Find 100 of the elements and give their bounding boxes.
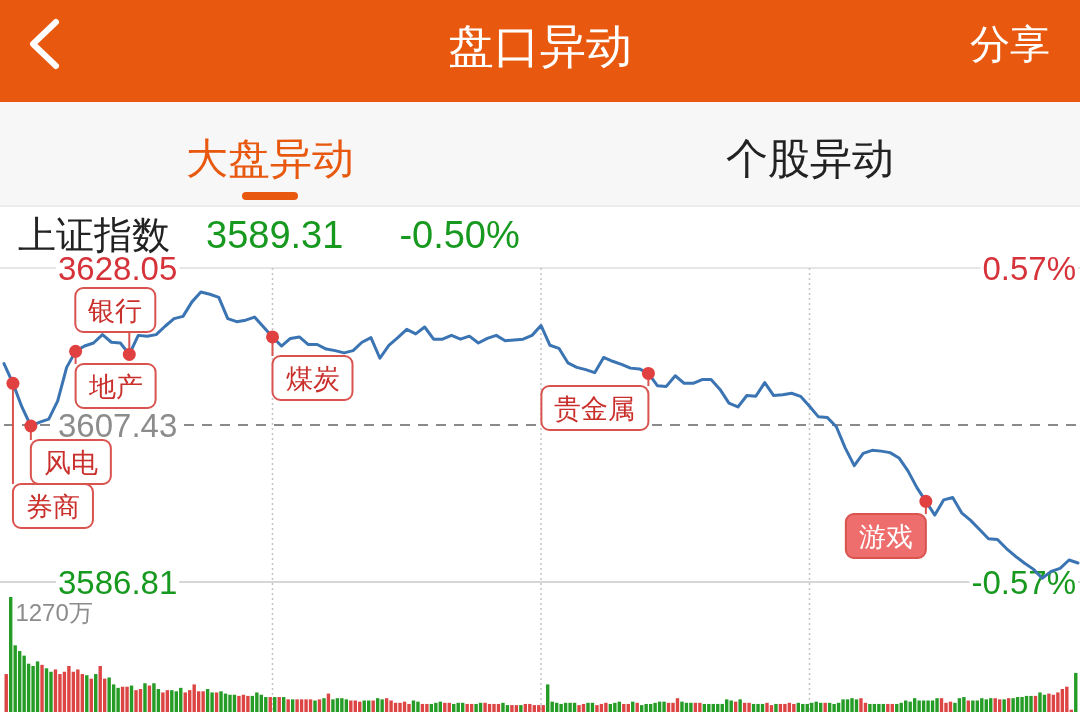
bar <box>577 705 581 712</box>
bar <box>483 702 487 712</box>
bar <box>317 699 322 712</box>
data-label: 券商 <box>25 492 80 522</box>
bar <box>1029 695 1033 712</box>
bar <box>1038 692 1042 712</box>
bar <box>192 684 196 712</box>
bar <box>756 703 760 712</box>
bar <box>944 702 948 712</box>
bar <box>738 699 742 712</box>
bar <box>765 702 769 712</box>
bar <box>729 700 733 712</box>
bar <box>161 692 165 712</box>
bar <box>653 702 657 712</box>
bar <box>331 699 335 712</box>
bar <box>465 703 469 712</box>
bar <box>134 690 138 712</box>
bar <box>492 703 496 712</box>
bar <box>1047 693 1051 712</box>
data-label: 煤炭 <box>285 364 340 394</box>
point <box>69 344 83 358</box>
bar <box>859 698 863 712</box>
y-tick-label: 3586.81 <box>58 563 178 601</box>
bar <box>537 705 541 712</box>
bar <box>214 692 219 712</box>
bar <box>823 702 827 712</box>
bar <box>299 699 304 712</box>
bar <box>707 703 711 712</box>
bar <box>639 705 644 712</box>
bar <box>340 698 344 712</box>
bar <box>425 703 429 712</box>
bar <box>886 703 890 712</box>
bar <box>389 700 393 712</box>
bar <box>568 702 572 712</box>
bar <box>295 699 299 712</box>
bar <box>237 695 241 712</box>
bar <box>586 702 590 712</box>
bar <box>116 687 120 712</box>
bar <box>917 700 921 712</box>
bar <box>398 702 402 712</box>
bar <box>290 699 295 712</box>
bar <box>854 699 859 712</box>
bar <box>201 691 205 712</box>
bar <box>304 699 308 712</box>
bar <box>962 697 966 712</box>
bar <box>604 702 608 712</box>
bar <box>841 699 845 712</box>
bar <box>997 699 1002 712</box>
bar <box>774 703 778 712</box>
bar <box>1002 699 1006 712</box>
bar <box>644 703 648 712</box>
bar <box>308 699 313 712</box>
point <box>266 330 279 344</box>
bar <box>514 705 519 712</box>
bar <box>407 703 411 712</box>
bar <box>680 701 684 712</box>
bar <box>22 655 26 712</box>
bar <box>174 691 178 712</box>
bar <box>783 703 787 712</box>
text: 分享 <box>970 22 1050 66</box>
bar <box>501 702 505 712</box>
data-label: 贵金属 <box>554 394 636 424</box>
bar <box>170 690 174 712</box>
bar <box>125 686 129 712</box>
bar <box>474 703 478 712</box>
bar <box>49 671 53 712</box>
bar <box>532 705 536 712</box>
bar <box>67 666 71 712</box>
bar <box>76 669 80 712</box>
bar <box>926 700 930 712</box>
bar <box>747 702 751 712</box>
bar <box>510 705 514 712</box>
bar <box>877 703 881 712</box>
bar <box>528 703 532 712</box>
bar <box>868 703 872 712</box>
bar <box>380 699 384 712</box>
bar <box>725 699 729 712</box>
y2-tick-label: 0.57% <box>982 249 1076 287</box>
bar <box>286 699 290 712</box>
data-label: 游戏 <box>858 522 913 552</box>
bar <box>371 700 375 712</box>
bar <box>671 702 675 712</box>
annotation: 1270万 <box>15 599 93 626</box>
bar <box>541 705 545 712</box>
bar <box>313 700 317 712</box>
bar <box>935 698 939 712</box>
data-label: 地产 <box>87 372 143 402</box>
y-tick-label: 3607.43 <box>58 406 178 444</box>
bar <box>349 700 353 712</box>
text: -0.50% <box>399 214 520 256</box>
bar <box>40 664 44 712</box>
text: 个股异动 <box>726 135 894 182</box>
data-label: 风电 <box>43 448 98 478</box>
bar <box>219 691 223 712</box>
bar <box>210 692 214 712</box>
bar <box>107 677 111 712</box>
bar <box>662 701 666 712</box>
bar <box>559 703 563 712</box>
bar <box>613 702 617 712</box>
bar <box>908 701 912 712</box>
